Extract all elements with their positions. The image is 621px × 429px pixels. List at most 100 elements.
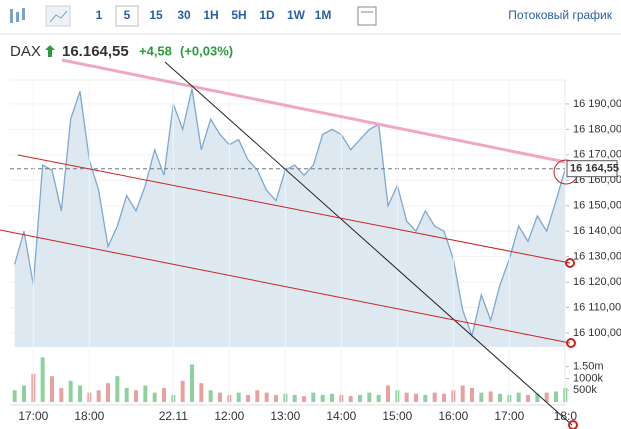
candle-icon[interactable] (10, 8, 25, 23)
interval-button[interactable]: 1 (96, 8, 103, 22)
x-tick-label: 22.11 (159, 409, 188, 423)
x-tick-label: 17:00 (18, 409, 48, 423)
trend-line (61, 58, 566, 164)
stream-link[interactable]: Потоковый график (508, 8, 612, 22)
volume-bar (320, 394, 325, 402)
x-tick-label: 14:00 (326, 409, 356, 423)
volume-bar (460, 385, 465, 402)
area-fill (14, 88, 566, 347)
last-value-box (566, 160, 618, 178)
interval-button[interactable]: 5H (231, 8, 246, 22)
channel-line (0, 229, 571, 344)
y-tick-label: 16 150,00 (573, 200, 621, 212)
volume-bar (414, 393, 418, 402)
y-tick-label: 16 180,00 (573, 123, 621, 135)
volume-bar (40, 357, 45, 402)
y2-tick-label: 1.50m (573, 361, 604, 373)
volume-bar (292, 394, 297, 402)
volume-bar (255, 390, 260, 402)
volume-bar (274, 394, 278, 402)
volume-bar (50, 376, 54, 402)
trend-line (164, 61, 573, 426)
y-tick-label: 16 110,00 (573, 301, 621, 313)
y2-tick-label: 1000k (573, 372, 603, 384)
channel-line (17, 154, 571, 264)
volume-bar (479, 392, 484, 402)
y-tick-label: 16 100,00 (573, 327, 621, 339)
active-interval (115, 5, 139, 27)
marker-circle (565, 258, 575, 268)
volume-bar (442, 393, 446, 402)
y-tick-label: 16 140,00 (573, 225, 621, 237)
volume-bar (526, 394, 530, 402)
toolbar (0, 0, 621, 34)
x-tick-label: 15:00 (382, 409, 412, 423)
interval-button[interactable]: 1W (287, 8, 306, 22)
volume-bar (208, 390, 213, 402)
change-pct: (+0,03%) (180, 43, 233, 58)
interval-button[interactable]: 15 (149, 8, 163, 22)
volume-bar (554, 391, 558, 402)
change: +4,58 (139, 43, 172, 58)
x-tick-label: 13:00 (270, 409, 300, 423)
volume-bar (423, 394, 428, 402)
interval-button[interactable]: 1H (203, 8, 218, 22)
interval-button[interactable]: 1M (315, 8, 332, 22)
volume-bar (124, 387, 129, 402)
volume-bar (218, 392, 222, 402)
settings-icon[interactable] (357, 6, 377, 26)
y-tick-label: 16 130,00 (573, 251, 621, 263)
volume-bar (330, 393, 334, 402)
volume-bar (246, 394, 250, 402)
volume-bar (516, 392, 521, 402)
volume-bar (348, 396, 353, 402)
volume-bar (162, 387, 166, 402)
volume-bar (386, 385, 390, 402)
x-tick-label: 12:00 (214, 409, 244, 423)
volume-bar (358, 394, 362, 402)
volume-bar (498, 393, 502, 402)
x-tick-label: 16:00 (438, 409, 468, 423)
x-tick-label: 18:0 (554, 409, 578, 423)
volume-bar (535, 393, 540, 402)
last-value-label: 16 164,55 (570, 163, 619, 175)
marker-circle (568, 420, 578, 429)
volume-bar (302, 396, 306, 402)
y-tick-label: 16 190,00 (573, 98, 621, 110)
volume-bar (12, 390, 17, 402)
volume-bar (152, 392, 157, 402)
annotations (0, 58, 579, 429)
volume-bar (134, 390, 138, 402)
volume-bar (180, 380, 185, 402)
volume-bar (22, 385, 26, 402)
interval-button[interactable]: 1D (259, 8, 275, 22)
volume-bar (470, 387, 474, 402)
volume-bar (115, 376, 120, 402)
area-icon-line (49, 10, 68, 23)
symbol: DAX (10, 43, 41, 60)
volume-bar (311, 392, 316, 402)
volume-bar (488, 391, 493, 402)
marker-circle (566, 338, 576, 348)
volume-bar (376, 394, 381, 402)
y-tick-label: 16 170,00 (573, 149, 621, 161)
interval-button[interactable]: 5 (124, 8, 131, 22)
volume-bar (68, 380, 73, 402)
up-arrow (45, 45, 55, 57)
volume-bar (236, 392, 241, 402)
volume-bar (404, 392, 409, 402)
volume-bar (106, 383, 110, 402)
volume-bar (78, 385, 82, 402)
y-tick-label: 16 120,00 (573, 276, 621, 288)
price: 16.164,55 (62, 43, 129, 60)
volume-bar (367, 392, 372, 402)
price-line (14, 88, 566, 338)
x-tick-label: 17:00 (494, 409, 524, 423)
interval-button[interactable]: 30 (177, 8, 191, 22)
volume-bar (264, 392, 269, 402)
volume-bar (59, 387, 64, 402)
volume-bar (432, 392, 437, 402)
volume-bar (190, 364, 194, 402)
